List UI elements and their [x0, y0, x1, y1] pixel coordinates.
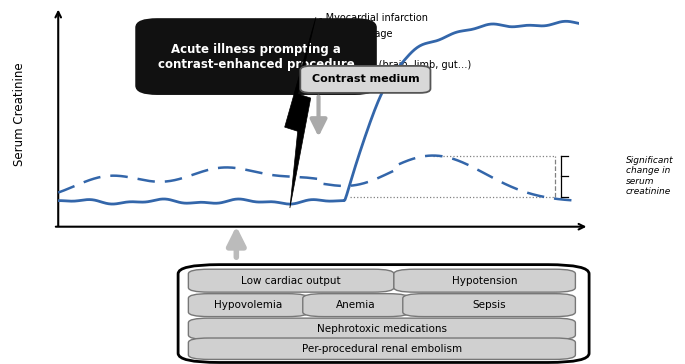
Text: Per-procedural renal embolism: Per-procedural renal embolism: [302, 344, 462, 354]
FancyBboxPatch shape: [394, 269, 575, 292]
Polygon shape: [285, 17, 316, 208]
Text: Low cardiac output: Low cardiac output: [241, 276, 341, 286]
FancyBboxPatch shape: [303, 294, 409, 317]
Text: Hypotension: Hypotension: [452, 276, 517, 286]
FancyBboxPatch shape: [188, 269, 394, 292]
Text: - Myocardial infarction
- Haemorrhage
- Infection
- Ischaemia (brain, limb, gut…: - Myocardial infarction - Haemorrhage - …: [319, 13, 471, 70]
Text: Significant
change in
serum
creatinine: Significant change in serum creatinine: [625, 156, 673, 196]
Text: Contrast medium: Contrast medium: [312, 74, 419, 84]
FancyBboxPatch shape: [403, 294, 575, 317]
Text: Hypovolemia: Hypovolemia: [214, 300, 282, 310]
Text: Nephrotoxic medications: Nephrotoxic medications: [317, 324, 447, 334]
FancyBboxPatch shape: [188, 294, 308, 317]
FancyBboxPatch shape: [188, 338, 575, 359]
FancyBboxPatch shape: [178, 265, 589, 363]
FancyBboxPatch shape: [188, 318, 575, 340]
Text: Acute illness prompting a
contrast-enhanced procedure: Acute illness prompting a contrast-enhan…: [158, 43, 354, 71]
FancyBboxPatch shape: [136, 19, 376, 94]
FancyBboxPatch shape: [300, 66, 430, 93]
Text: Sepsis: Sepsis: [472, 300, 506, 310]
Text: Anemia: Anemia: [336, 300, 375, 310]
Text: Serum Creatinine: Serum Creatinine: [13, 63, 25, 166]
